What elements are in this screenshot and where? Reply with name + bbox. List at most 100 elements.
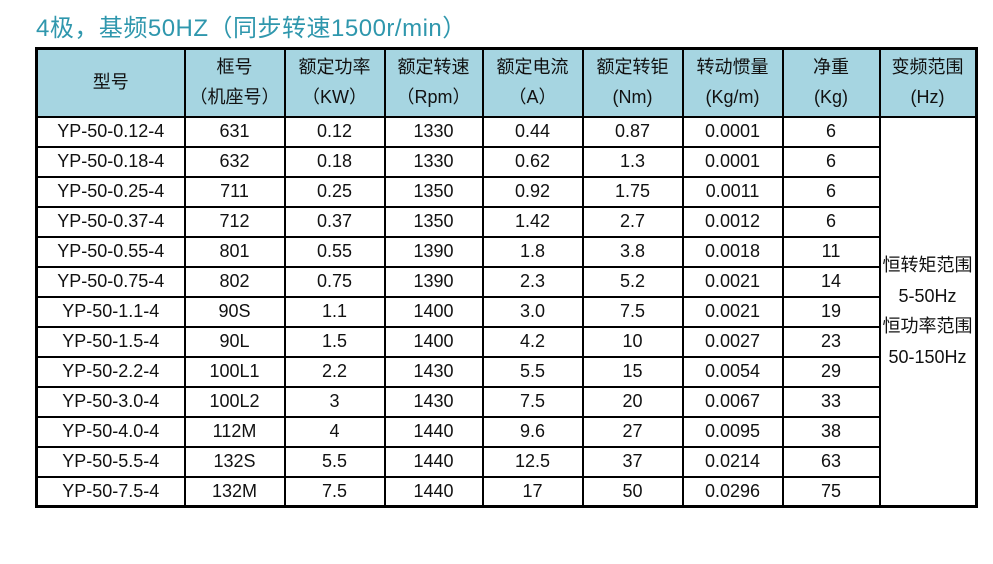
table-cell: 132S: [183, 445, 286, 478]
table-cell: 0.0067: [681, 385, 784, 418]
column-unit: （KW）: [302, 86, 367, 107]
table-cell: 1440: [383, 415, 484, 448]
table-row: YP-50-4.0-4 112M 4 1440 9.6 27 0.0095 38: [35, 415, 977, 448]
table-cell: 0.0001: [681, 145, 784, 178]
table-cell: 7.5: [283, 475, 386, 508]
table-cell: 0.0001: [681, 115, 784, 148]
table-header: 型号 框号 （机座号） 额定功率 （KW） 额定转速 （Rpm） 额定电流 （A） 额定转钜 (Nm…: [35, 47, 977, 118]
table-cell: 3.8: [581, 235, 684, 268]
table-cell: 6: [781, 115, 881, 148]
column-unit: (Nm): [612, 86, 653, 107]
table-cell: YP-50-7.5-4: [35, 475, 186, 508]
table-cell: 37: [581, 445, 684, 478]
table-cell: 0.37: [283, 205, 386, 238]
table-cell: 17: [481, 475, 584, 508]
table-cell: 1430: [383, 385, 484, 418]
table-cell: YP-50-0.75-4: [35, 265, 186, 298]
freq-range-line: 50-150Hz: [888, 346, 967, 367]
table-row: YP-50-0.25-4 711 0.25 1350 0.92 1.75 0.0011 6: [35, 175, 977, 208]
table-cell: 0.0027: [681, 325, 784, 358]
column-title: 额定转速: [397, 57, 470, 78]
table-cell: 6: [781, 145, 881, 178]
table-row: YP-50-3.0-4 100L2 3 1430 7.5 20 0.0067 33: [35, 385, 977, 418]
table-cell: 38: [781, 415, 881, 448]
column-title: 框号: [216, 57, 253, 78]
table-cell: 0.25: [283, 175, 386, 208]
table-cell: 63: [781, 445, 881, 478]
table-cell: 75: [781, 475, 881, 508]
column-header-freq-range: 变频范围 (Hz): [878, 47, 977, 118]
column-title: 额定转钜: [596, 57, 669, 78]
column-header-model: 型号: [35, 47, 186, 118]
motor-spec-table: 型号 框号 （机座号） 额定功率 （KW） 额定转速 （Rpm） 额定电流 （A） 额定转钜 (Nm…: [35, 47, 978, 508]
column-title: 型号: [92, 71, 129, 92]
column-header-frame-number: 框号 （机座号）: [183, 47, 286, 118]
table-row: YP-50-5.5-4 132S 5.5 1440 12.5 37 0.0214 63: [35, 445, 977, 478]
table-cell: 0.0021: [681, 295, 784, 328]
table-cell: YP-50-0.55-4: [35, 235, 186, 268]
table-cell: 10: [581, 325, 684, 358]
table-cell: 9.6: [481, 415, 584, 448]
column-header-rated-power: 额定功率 （KW）: [283, 47, 386, 118]
freq-range-line: 恒转矩范围: [882, 255, 973, 276]
table-row: YP-50-2.2-4 100L1 2.2 1430 5.5 15 0.0054 29: [35, 355, 977, 388]
table-cell: 1390: [383, 265, 484, 298]
table-cell: 0.0296: [681, 475, 784, 508]
table-cell: 112M: [183, 415, 286, 448]
table-row: YP-50-1.1-4 90S 1.1 1400 3.0 7.5 0.0021 19: [35, 295, 977, 328]
table-cell: 1.1: [283, 295, 386, 328]
column-header-inertia: 转动惯量 (Kg/m): [681, 47, 784, 118]
table-cell: 100L1: [183, 355, 286, 388]
table-cell: 712: [183, 205, 286, 238]
table-cell: 1440: [383, 445, 484, 478]
table-cell: 100L2: [183, 385, 286, 418]
column-title: 额定电流: [496, 57, 569, 78]
table-cell: 33: [781, 385, 881, 418]
table-cell: 1400: [383, 325, 484, 358]
table-cell: 0.44: [481, 115, 584, 148]
table-cell: 5.2: [581, 265, 684, 298]
freq-range-line: 恒功率范围: [882, 316, 973, 337]
table-cell: 90L: [183, 325, 286, 358]
table-cell: YP-50-0.25-4: [35, 175, 186, 208]
table-row: YP-50-0.55-4 801 0.55 1390 1.8 3.8 0.0018 11: [35, 235, 977, 268]
table-cell: 1390: [383, 235, 484, 268]
table-cell: 1.5: [283, 325, 386, 358]
table-cell: 0.0054: [681, 355, 784, 388]
table-cell: 7.5: [581, 295, 684, 328]
page-title: 4极，基频50HZ（同步转速1500r/min）: [36, 15, 467, 42]
table-cell: YP-50-1.1-4: [35, 295, 186, 328]
table-cell: 6: [781, 205, 881, 238]
table-row: YP-50-1.5-4 90L 1.5 1400 4.2 10 0.0027 23: [35, 325, 977, 358]
column-title: 变频范围: [891, 57, 964, 78]
table-row: YP-50-0.37-4 712 0.37 1350 1.42 2.7 0.0012 6: [35, 205, 977, 238]
table-cell: 15: [581, 355, 684, 388]
table-body: YP-50-0.12-4 631 0.12 1330 0.44 0.87 0.0001 6 恒转…: [35, 115, 977, 508]
table-cell: YP-50-1.5-4: [35, 325, 186, 358]
freq-range-line: 5-50Hz: [898, 285, 957, 306]
table-cell: 1350: [383, 175, 484, 208]
table-cell: 0.12: [283, 115, 386, 148]
table-cell: 1.42: [481, 205, 584, 238]
table-cell: 23: [781, 325, 881, 358]
column-header-rated-speed: 额定转速 （Rpm）: [383, 47, 484, 118]
table-cell: 5.5: [283, 445, 386, 478]
column-unit: (Kg): [813, 86, 848, 107]
column-header-rated-current: 额定电流 （A）: [481, 47, 584, 118]
table-cell: 0.0012: [681, 205, 784, 238]
table-row: YP-50-7.5-4 132M 7.5 1440 17 50 0.0296 75: [35, 475, 977, 508]
table-cell: 0.0021: [681, 265, 784, 298]
table-cell: YP-50-2.2-4: [35, 355, 186, 388]
column-unit: （机座号）: [189, 86, 280, 107]
table-cell: 2.7: [581, 205, 684, 238]
table-cell: 4: [283, 415, 386, 448]
table-cell: 14: [781, 265, 881, 298]
table-cell: 632: [183, 145, 286, 178]
table-cell: 631: [183, 115, 286, 148]
table-cell: 1.8: [481, 235, 584, 268]
table-cell: 0.0095: [681, 415, 784, 448]
table-row: YP-50-0.18-4 632 0.18 1330 0.62 1.3 0.0001 6: [35, 145, 977, 178]
table-cell: 0.92: [481, 175, 584, 208]
table-cell: 11: [781, 235, 881, 268]
table-cell: 1400: [383, 295, 484, 328]
